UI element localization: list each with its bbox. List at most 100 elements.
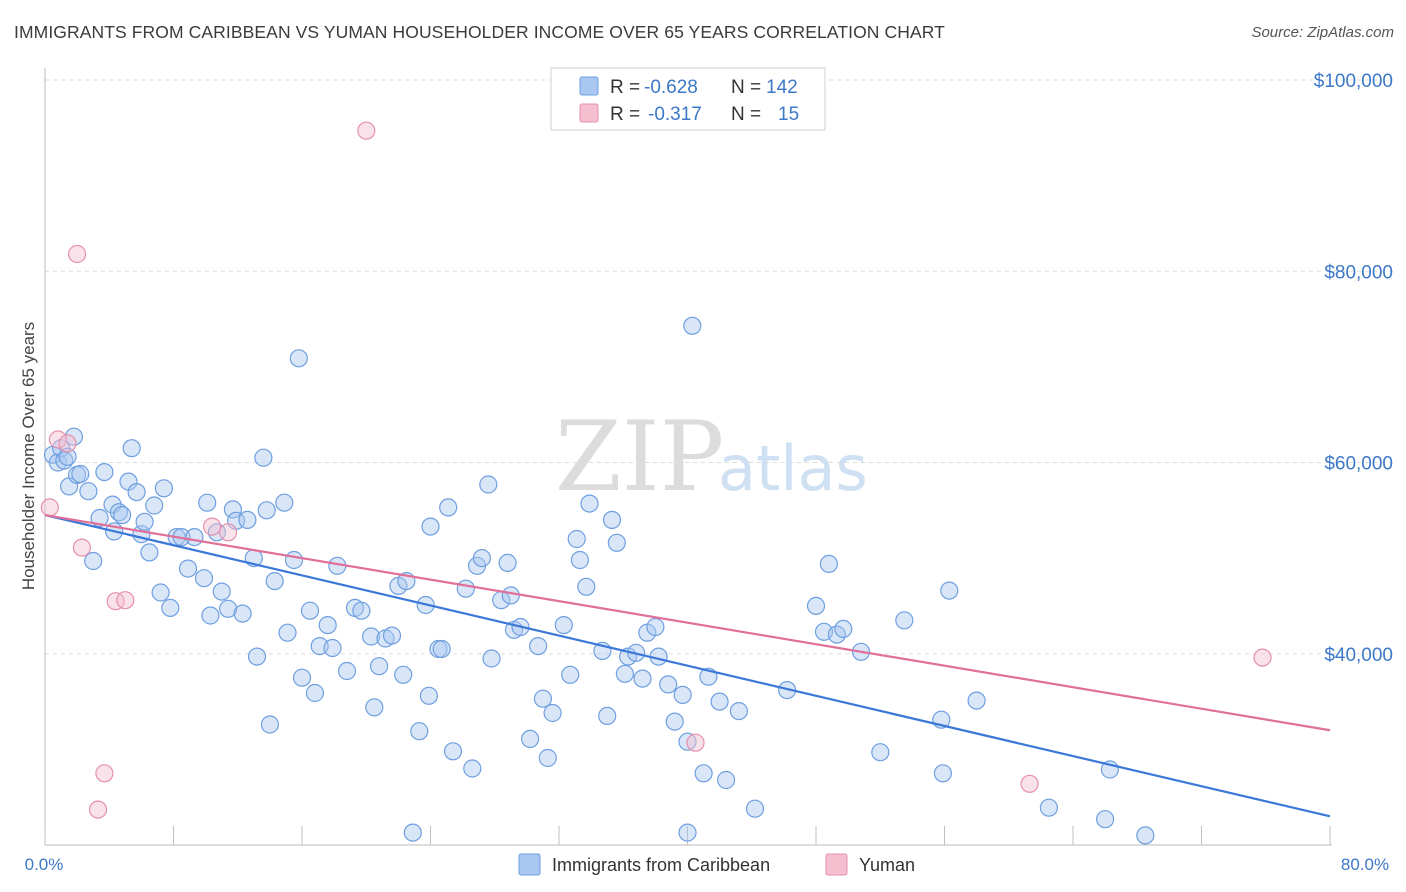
data-point-yuman <box>219 523 238 542</box>
trend-line-yuman <box>44 514 1331 732</box>
stats-legend-n-value-yuman: 15 <box>778 104 799 125</box>
data-point-caribbean <box>633 669 652 688</box>
data-point-caribbean <box>895 611 914 630</box>
data-point-caribbean <box>403 823 422 842</box>
data-point-caribbean <box>806 596 826 616</box>
stats-legend-swatch-yuman <box>579 103 599 123</box>
y-tick-labels: $40,000 $60,000 $80,000 $100,000 <box>1314 71 1393 666</box>
trend-layer <box>44 514 1331 818</box>
data-point-caribbean <box>554 615 573 635</box>
data-point-caribbean <box>607 533 626 552</box>
data-point-caribbean <box>463 759 482 778</box>
data-point-caribbean <box>135 512 154 531</box>
series-legend: Immigrants from Caribbean Yuman <box>518 853 915 876</box>
x-tick-label-max: 80.0% <box>1341 855 1389 874</box>
stats-legend-r-value-yuman: -0.317 <box>648 104 702 125</box>
data-point-caribbean <box>257 501 276 520</box>
y-tick-label: $100,000 <box>1314 71 1393 92</box>
data-point-caribbean <box>665 712 684 731</box>
data-point-caribbean <box>300 601 320 620</box>
stats-legend-n-label-yuman: N = <box>731 104 766 125</box>
data-point-caribbean <box>472 548 491 568</box>
stats-legend-n-value-caribbean: 142 <box>766 77 798 98</box>
data-point-caribbean <box>567 529 586 549</box>
data-point-caribbean <box>498 553 517 573</box>
data-point-caribbean <box>382 626 402 645</box>
points-layer <box>40 121 1272 845</box>
stats-legend-r-label-yuman: R = <box>610 104 645 125</box>
data-point-caribbean <box>646 617 665 637</box>
data-point-caribbean <box>318 615 337 635</box>
data-point-caribbean <box>305 683 324 703</box>
data-point-caribbean <box>745 799 765 818</box>
data-point-caribbean <box>710 692 729 711</box>
data-point-caribbean <box>323 638 342 658</box>
stats-legend: R = -0.628 N = 142 R = -0.317 N = 15 <box>550 67 826 131</box>
data-point-caribbean <box>694 764 713 783</box>
y-tick-label: $80,000 <box>1324 262 1393 283</box>
data-point-yuman <box>40 498 59 517</box>
data-point-caribbean <box>482 649 501 668</box>
data-point-caribbean <box>419 686 438 705</box>
data-point-caribbean <box>678 823 697 842</box>
data-point-caribbean <box>90 508 109 528</box>
data-point-yuman <box>1020 774 1039 793</box>
data-point-caribbean <box>352 601 371 620</box>
data-point-caribbean <box>365 698 384 717</box>
data-point-caribbean <box>673 685 692 705</box>
data-point-caribbean <box>79 482 98 501</box>
data-point-caribbean <box>140 543 159 562</box>
data-point-caribbean <box>1136 826 1155 845</box>
data-point-caribbean <box>520 729 540 749</box>
data-point-caribbean <box>337 661 357 681</box>
data-point-caribbean <box>254 448 273 467</box>
data-point-caribbean <box>370 657 389 676</box>
data-point-caribbean <box>716 770 736 790</box>
data-point-caribbean <box>178 559 198 578</box>
stats-legend-n-label-caribbean: N = <box>731 77 766 98</box>
data-point-yuman <box>95 764 114 783</box>
data-point-caribbean <box>71 464 90 484</box>
data-point-caribbean <box>127 483 146 502</box>
series-legend-swatch-caribbean <box>518 853 541 876</box>
data-point-caribbean <box>598 706 617 726</box>
data-point-yuman <box>116 591 135 610</box>
data-point-yuman <box>1253 648 1272 667</box>
data-point-caribbean <box>580 494 599 513</box>
x-tick-marks <box>44 826 1331 845</box>
data-point-caribbean <box>410 722 429 741</box>
data-point-caribbean <box>394 665 413 684</box>
grid-layer <box>45 79 1394 655</box>
stats-legend-r-value-caribbean: -0.628 <box>644 77 698 98</box>
data-point-caribbean <box>659 675 678 694</box>
data-point-caribbean <box>615 664 635 683</box>
data-point-caribbean <box>122 439 141 458</box>
chart-source: Source: ZipAtlas.com <box>1251 24 1394 41</box>
data-point-yuman <box>203 517 222 536</box>
data-point-yuman <box>357 121 376 140</box>
data-point-caribbean <box>275 493 294 512</box>
data-point-caribbean <box>967 691 986 710</box>
data-point-caribbean <box>362 627 381 646</box>
stats-legend-r-label-caribbean: R = <box>610 77 645 98</box>
data-point-caribbean <box>161 598 180 618</box>
data-point-caribbean <box>834 619 853 639</box>
data-point-yuman <box>67 244 87 264</box>
y-tick-label: $40,000 <box>1324 645 1393 666</box>
data-point-caribbean <box>443 742 463 761</box>
data-point-caribbean <box>577 577 596 596</box>
data-point-caribbean <box>278 623 297 642</box>
data-point-caribbean <box>238 510 257 530</box>
data-point-caribbean <box>479 475 498 494</box>
data-point-caribbean <box>145 496 164 515</box>
data-point-caribbean <box>48 453 68 472</box>
data-point-yuman <box>58 434 77 453</box>
data-point-caribbean <box>154 479 173 498</box>
data-point-caribbean <box>1095 810 1115 829</box>
data-point-caribbean <box>543 703 562 723</box>
data-point-caribbean <box>602 510 622 530</box>
data-point-caribbean <box>528 636 548 656</box>
data-point-caribbean <box>151 583 170 602</box>
series-legend-label-yuman: Yuman <box>859 855 915 875</box>
